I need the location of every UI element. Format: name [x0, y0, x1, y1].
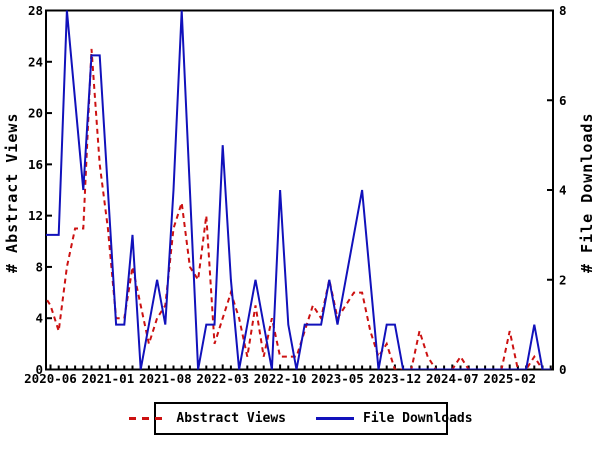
x-tick-label: 2025-02: [483, 371, 536, 386]
abstract-views-line-sample: [129, 417, 168, 420]
left-axis-tick-label: 0: [35, 362, 43, 377]
file-downloads-line-sample: [316, 417, 354, 420]
left-axis-title: # Abstract Views: [3, 112, 21, 273]
x-tick-label: 2022-10: [254, 371, 307, 386]
x-tick-label: 2021-08: [139, 371, 192, 386]
right-axis-title: # File Downloads: [578, 112, 596, 273]
left-axis-tick-label: 24: [28, 54, 43, 69]
x-tick-label: 2021-01: [82, 371, 135, 386]
right-axis-tick-label: 0: [559, 362, 567, 377]
left-axis-tick-label: 28: [28, 3, 43, 18]
right-axis-tick-label: 4: [559, 183, 567, 198]
x-tick-label: 2023-12: [369, 371, 422, 386]
right-axis-tick-label: 2: [559, 272, 567, 287]
legend-label-abstract-views: Abstract Views: [176, 411, 286, 426]
abstract-views-series-line: [46, 48, 551, 370]
x-tick-label: 2020-06: [24, 371, 77, 386]
left-axis-tick-label: 20: [28, 106, 43, 121]
x-tick-label: 2024-07: [426, 371, 479, 386]
file-downloads-series-line: [46, 10, 551, 370]
left-axis-tick-label: 4: [35, 311, 43, 326]
x-tick-label: 2022-03: [196, 371, 249, 386]
x-tick-label: 2023-05: [311, 371, 364, 386]
right-axis-tick-label: 8: [559, 3, 567, 18]
left-axis-tick-label: 12: [28, 208, 43, 223]
left-axis-tick-label: 8: [35, 259, 43, 274]
chart-legend: Abstract Views File Downloads: [129, 402, 473, 435]
left-axis-tick-label: 16: [28, 157, 43, 172]
plot-border: [45, 9, 554, 371]
right-axis-tick-label: 6: [559, 93, 567, 108]
legend-label-file-downloads: File Downloads: [363, 411, 473, 426]
